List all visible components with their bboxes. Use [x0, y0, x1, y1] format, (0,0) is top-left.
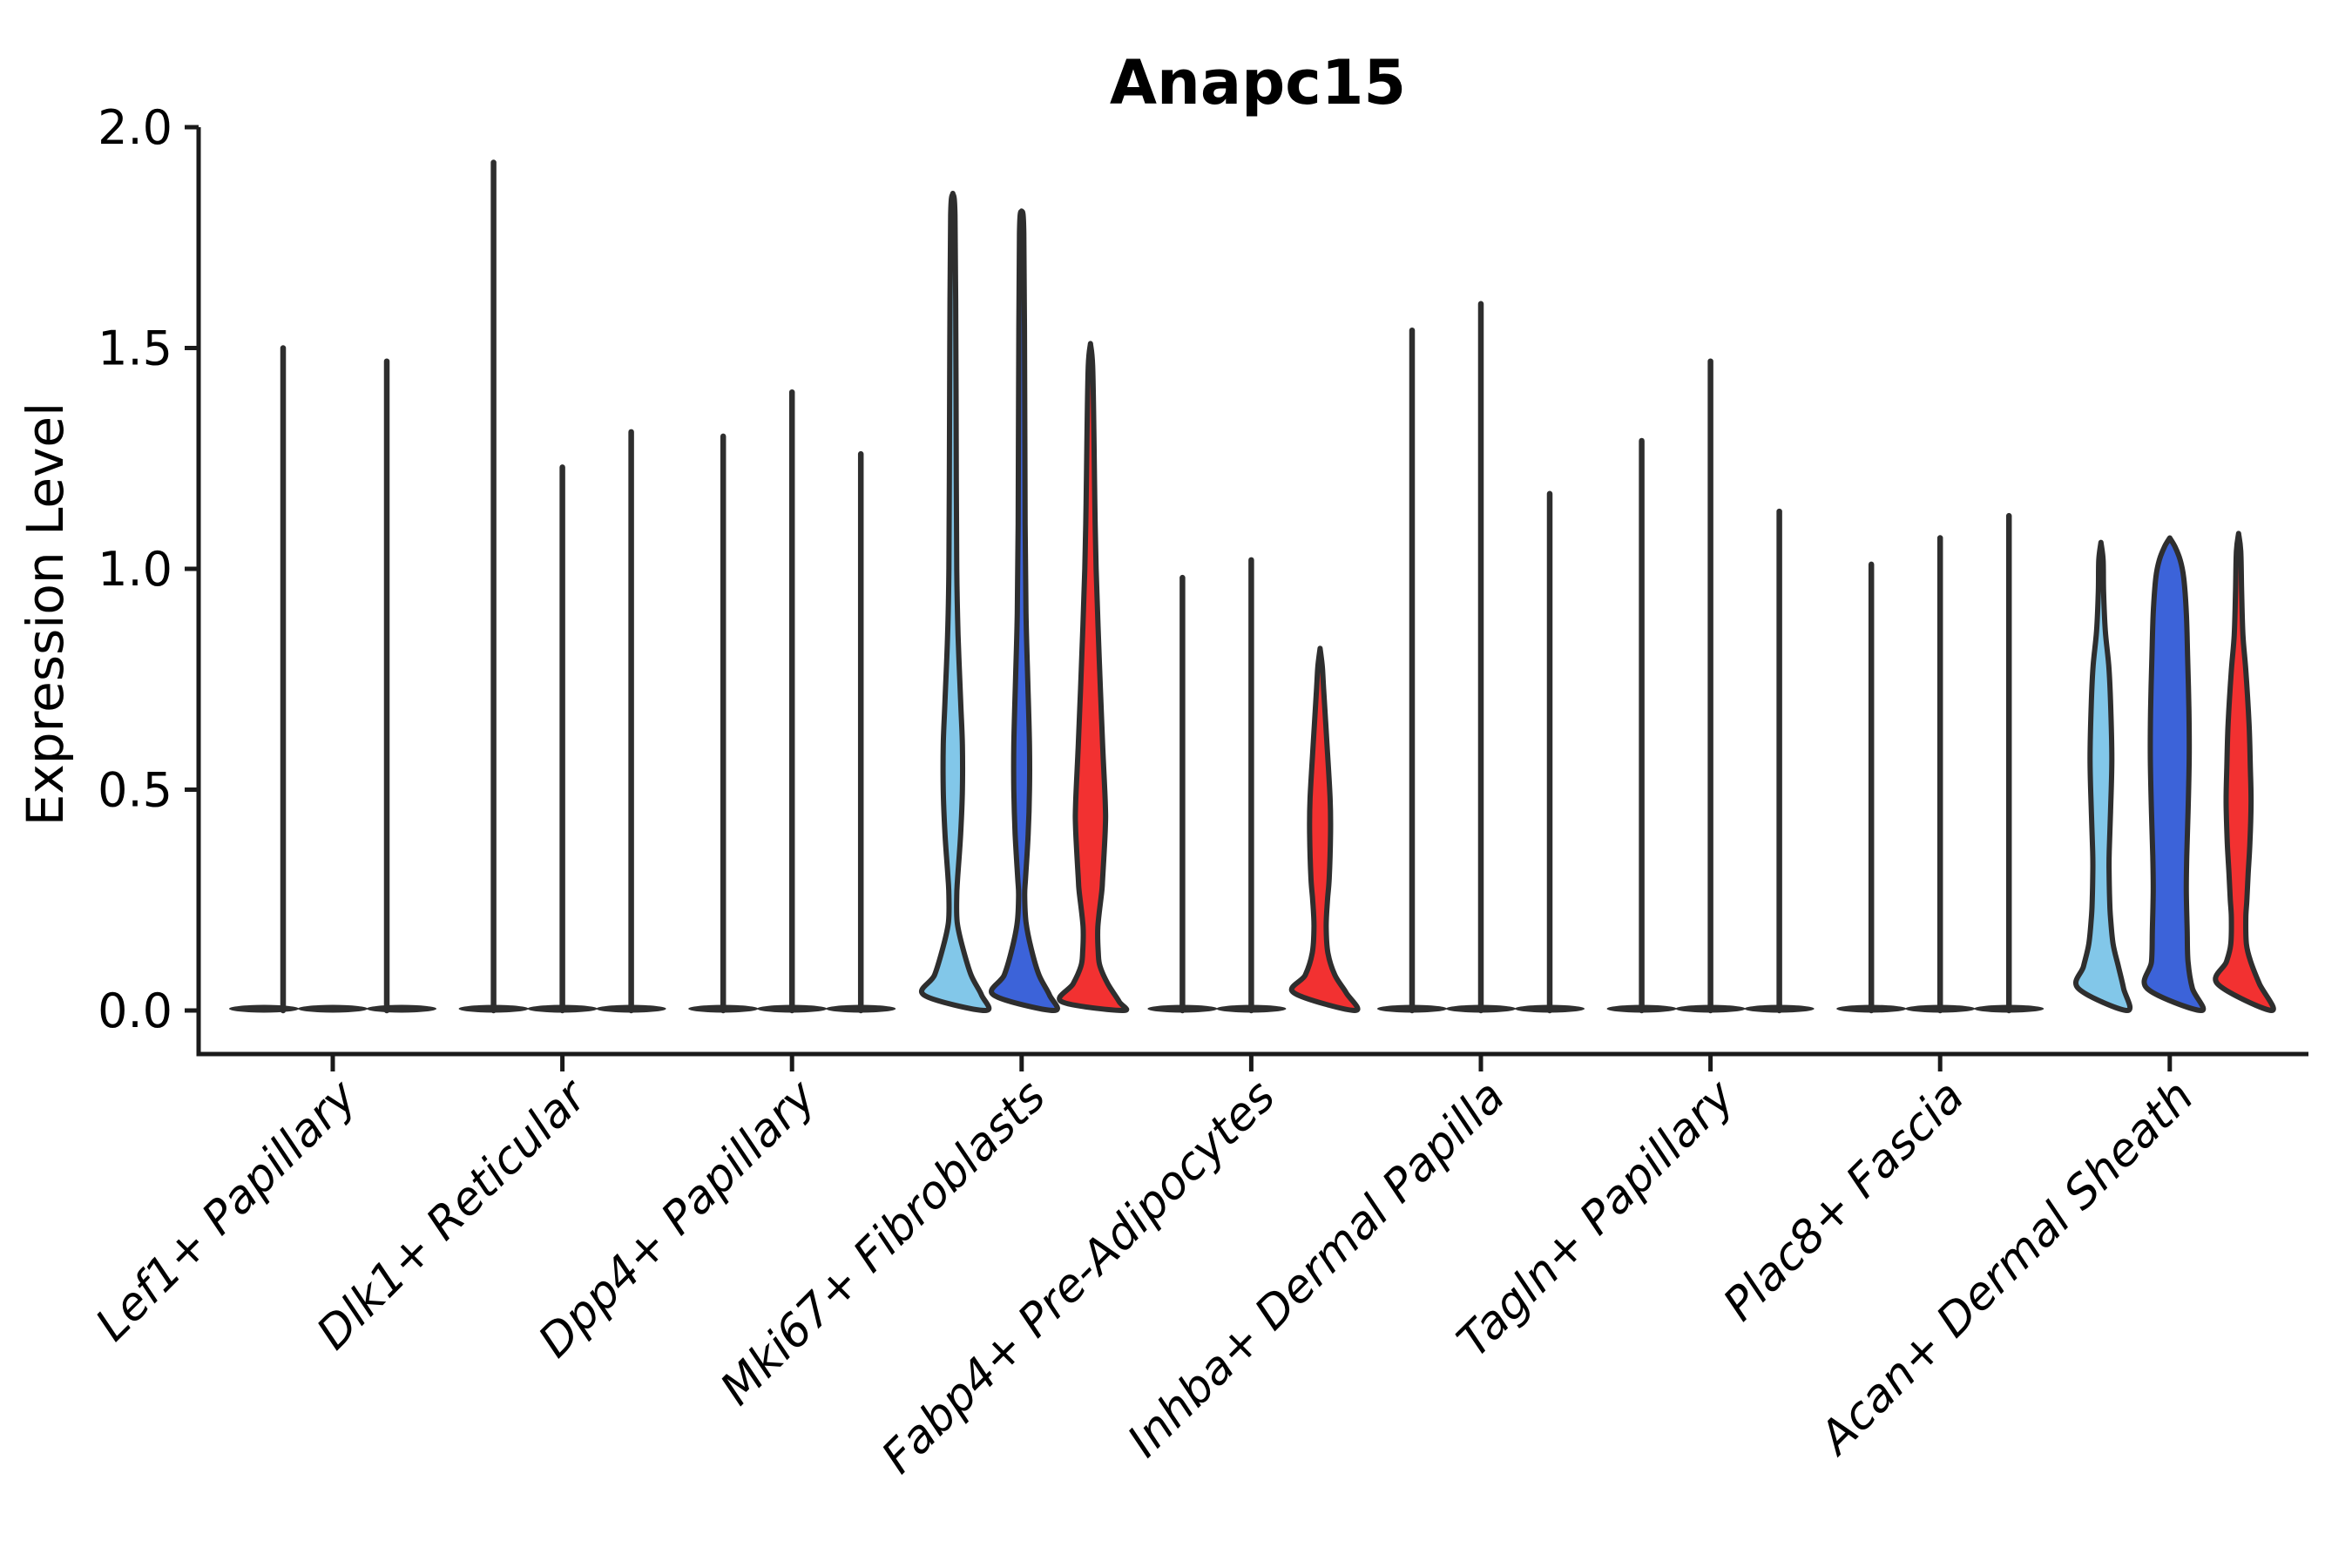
violin-lef1-papillary-hue3-flat-base: [367, 1004, 436, 1013]
violin-mki67-fibroblasts-hue2-body: [989, 208, 1060, 1013]
x-tick-label-acan-dermal-sheath: Acan+ Dermal Sheath: [1808, 1071, 2204, 1466]
y-tick-label: 0.5: [98, 763, 172, 818]
violin-fabp4-pre-adipocytes-hue3-body: [1288, 645, 1361, 1013]
violin-mki67-fibroblasts-hue3-body: [1057, 341, 1130, 1013]
y-axis-label: Expression Level: [16, 402, 75, 826]
y-tick-label: 0.0: [98, 983, 172, 1038]
y-tick-label: 1.0: [98, 542, 172, 597]
y-tick-labels: 0.0 0.5 1.0 1.5 2.0: [98, 100, 172, 1038]
y-tick-label: 1.5: [98, 321, 172, 376]
x-tick-label-plac8-fascia: Plac8+ Fascia: [1713, 1071, 1974, 1331]
violins: [229, 159, 2276, 1014]
violin-lef1-papillary-hue2-flat-base: [298, 1004, 368, 1013]
plot-title: Anapc15: [1110, 47, 1406, 118]
violin-mki67-fibroblasts-hue1-body: [919, 191, 992, 1013]
y-tick-label: 2.0: [98, 100, 172, 155]
x-tick-label-inhba-dermal-papilla: Inhba+ Dermal Papilla: [1118, 1071, 1515, 1468]
x-tick-label-fabp4-pre-adipocytes: Fabp4+ Pre-Adipocytes: [872, 1071, 1286, 1484]
violin-lef1-papillary-hue1-flat-base: [229, 1004, 299, 1013]
violin-acan-dermal-sheath-hue1-body: [2073, 539, 2133, 1013]
axes: [185, 125, 2308, 1071]
violin-acan-dermal-sheath-hue2-body: [2141, 535, 2207, 1013]
violin-acan-dermal-sheath-hue3-body: [2213, 531, 2276, 1013]
